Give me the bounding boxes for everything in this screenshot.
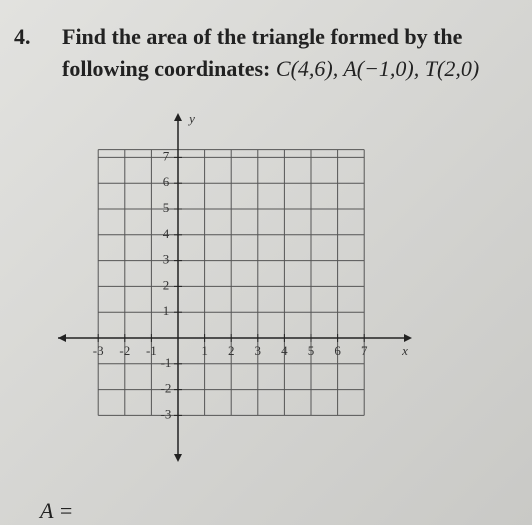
x-tick-label: -2 — [119, 343, 130, 358]
axis-label: y — [187, 111, 195, 126]
x-tick-label: 4 — [281, 343, 288, 358]
coordinates: C(4,6), A(−1,0), T(2,0) — [275, 56, 480, 81]
x-tick-label: 5 — [308, 343, 315, 358]
x-tick-label: 6 — [334, 343, 341, 358]
y-tick-label: -2 — [161, 381, 172, 396]
answer-label: A = — [40, 498, 74, 523]
x-tick-label: 2 — [228, 343, 235, 358]
question-line: following coordinates: C(4,6), A(−1,0), … — [62, 56, 479, 82]
x-tick-label: 7 — [361, 343, 368, 358]
y-tick-label: 7 — [163, 148, 170, 163]
y-tick-label: 2 — [163, 277, 170, 292]
x-tick-label: 1 — [201, 343, 208, 358]
axis-label: x — [401, 343, 408, 358]
question-number: 4. — [14, 24, 31, 49]
x-tick-label: 3 — [255, 343, 262, 358]
y-tick-label: 3 — [163, 252, 170, 267]
y-tick-label: 4 — [163, 226, 170, 241]
x-tick-label: -1 — [146, 343, 157, 358]
y-tick-label: 6 — [163, 174, 170, 189]
y-tick-label: -1 — [161, 355, 172, 370]
question-line: Find the area of the triangle formed by … — [62, 24, 463, 49]
y-tick-label: -3 — [161, 406, 172, 421]
question-text: following coordinates: — [62, 56, 271, 81]
x-tick-label: -3 — [93, 343, 104, 358]
y-tick-label: 5 — [163, 200, 170, 215]
y-tick-label: 1 — [163, 303, 170, 318]
